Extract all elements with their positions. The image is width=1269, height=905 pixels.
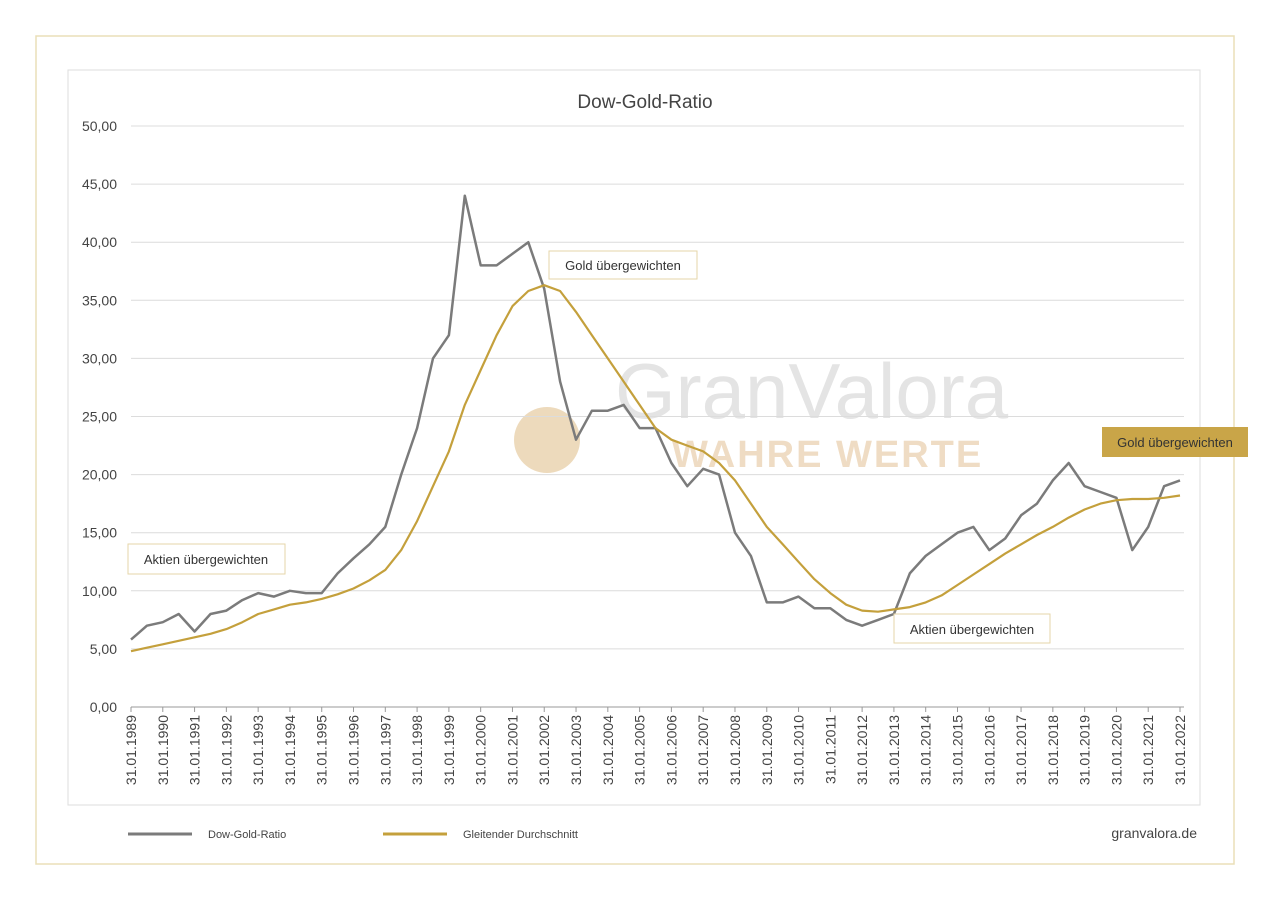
y-tick-label: 20,00 [82,467,117,483]
x-tick-label: 31.01.1996 [346,715,362,785]
annotation-text: Aktien übergewichten [144,552,268,567]
y-tick-label: 15,00 [82,525,117,541]
x-tick-label: 31.01.1990 [155,715,171,785]
x-tick-label: 31.01.2005 [632,715,648,785]
x-tick-label: 31.01.2016 [981,715,997,785]
y-tick-label: 35,00 [82,292,117,308]
x-tick-label: 31.01.2018 [1045,715,1061,785]
x-tick-label: 31.01.2021 [1140,715,1156,785]
x-tick-label: 31.01.2009 [759,715,775,785]
x-tick-label: 31.01.1991 [187,715,203,785]
x-tick-label: 31.01.1992 [218,715,234,785]
x-tick-label: 31.01.1989 [123,715,139,785]
y-tick-label: 40,00 [82,234,117,250]
x-tick-label: 31.01.2006 [663,715,679,785]
x-tick-label: 31.01.2014 [918,715,934,785]
annotation-text: Gold übergewichten [1117,435,1233,450]
x-tick-label: 31.01.2022 [1172,715,1188,785]
watermark-slogan: WAHRE WERTE [672,434,983,476]
x-tick-label: 31.01.2008 [727,715,743,785]
x-tick-label: 31.01.2007 [695,715,711,785]
annotation-text: Gold übergewichten [565,258,681,273]
x-tick-label: 31.01.2019 [1077,715,1093,785]
x-tick-label: 31.01.1994 [282,715,298,785]
x-tick-label: 31.01.2003 [568,715,584,785]
x-tick-label: 31.01.2011 [822,715,838,784]
legend-label: Dow-Gold-Ratio [208,829,286,841]
x-tick-label: 31.01.2017 [1013,715,1029,785]
x-tick-label: 31.01.1995 [314,715,330,785]
x-tick-label: 31.01.1999 [441,715,457,785]
x-tick-label: 31.01.2012 [854,715,870,785]
x-tick-label: 31.01.2010 [791,715,807,785]
source: granvalora.de [1111,825,1197,841]
annotation-box [1102,427,1248,457]
y-tick-label: 30,00 [82,350,117,366]
plot-frame [67,69,1201,806]
x-tick-label: 31.01.1998 [409,715,425,785]
y-tick-label: 10,00 [82,583,117,599]
watermark-ball [514,407,580,473]
y-tick-label: 50,00 [82,118,117,134]
watermark-brand: GranValora [615,347,1009,435]
annotation-box [127,543,286,575]
annotation-box [548,250,698,280]
x-tick-label: 31.01.2013 [886,715,902,785]
x-tick-label: 31.01.2004 [600,715,616,785]
watermark: GranValora WAHRE WERTE [514,347,1009,476]
x-tick-label: 31.01.2002 [536,715,552,785]
y-tick-label: 0,00 [90,699,117,715]
x-tick-label: 31.01.2015 [949,715,965,785]
y-tick-label: 45,00 [82,176,117,192]
x-tick-label: 31.01.2001 [504,715,520,785]
annotation: Gold übergewichten Aktien übergewichten … [127,250,1248,644]
chart-title: Dow-Gold-Ratio [577,92,712,113]
y-tick-label: 5,00 [90,641,117,657]
annotation-box [893,613,1051,644]
x-tick-label: 31.01.2020 [1108,715,1124,785]
x-tick-label: 31.01.1993 [250,715,266,785]
annotation-text: Aktien übergewichten [910,622,1034,637]
legend-label: Gleitender Durchschnitt [463,829,578,841]
y-tick-label: 25,00 [82,409,117,425]
x-tick-label: 31.01.1997 [377,715,393,785]
series-line [130,284,1181,653]
x-tick-label: 31.01.2000 [473,715,489,785]
